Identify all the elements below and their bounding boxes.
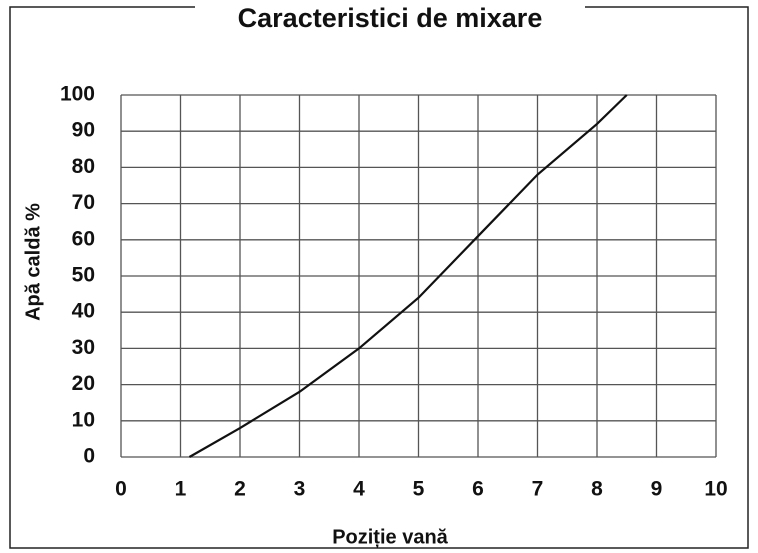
x-tick-label: 2: [234, 478, 246, 501]
y-tick-label: 50: [72, 264, 95, 287]
x-tick-label: 0: [115, 478, 127, 501]
x-tick-label: 5: [413, 478, 425, 501]
y-tick-label: 100: [60, 83, 95, 106]
x-tick-label: 4: [353, 478, 365, 501]
y-tick-label: 70: [72, 191, 95, 214]
y-tick-label: 0: [83, 445, 95, 468]
y-axis-label: Apă caldă %: [22, 203, 44, 321]
y-tick-label: 40: [72, 300, 95, 323]
y-tick-label: 60: [72, 227, 95, 250]
x-tick-label: 10: [704, 478, 727, 501]
x-tick-label: 3: [294, 478, 306, 501]
x-tick-label: 7: [532, 478, 544, 501]
y-tick-label: 80: [72, 155, 95, 178]
data-line: [188, 94, 628, 458]
y-tick-label: 90: [72, 119, 95, 142]
y-tick-label: 30: [72, 336, 95, 359]
x-tick-label: 9: [651, 478, 663, 501]
x-tick-label: 1: [175, 478, 187, 501]
x-tick-label: 8: [591, 478, 603, 501]
y-tick-label: 10: [72, 408, 95, 431]
title-backdrop: [195, 0, 585, 30]
chart-title: Caracteristici de mixare: [238, 3, 543, 33]
x-axis-label: Poziție vană: [332, 526, 448, 548]
y-tick-label: 20: [72, 372, 95, 395]
x-tick-label: 6: [472, 478, 484, 501]
